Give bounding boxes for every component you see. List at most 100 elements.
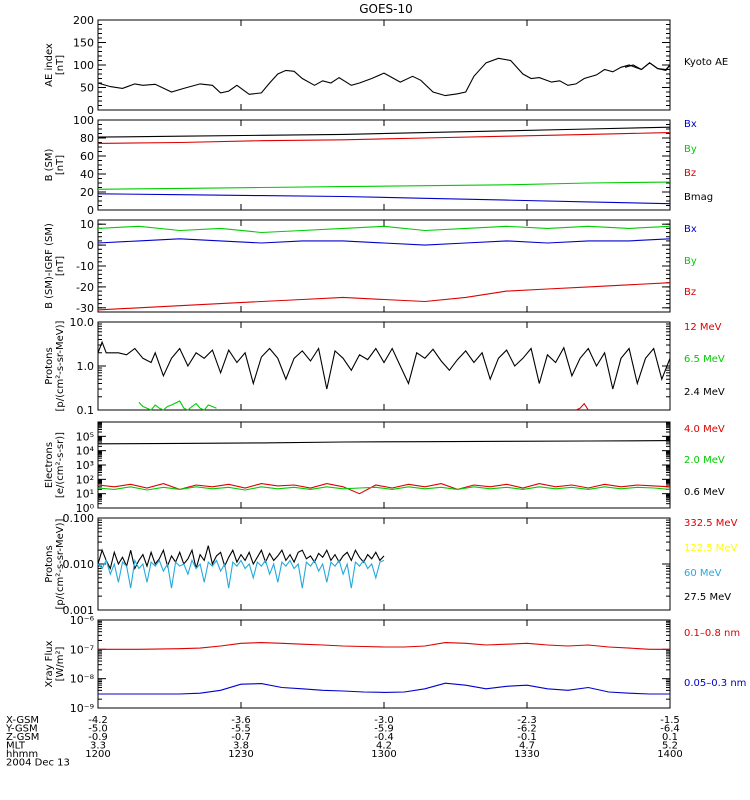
- y-axis-label: [nT]: [55, 155, 66, 175]
- y-tick-label: 1.0: [77, 360, 95, 373]
- y-axis-label: B (SM): [44, 148, 55, 181]
- legend-label: 122.5 MeV: [684, 543, 738, 554]
- y-tick-label: -10: [76, 260, 94, 273]
- y-tick-label: 150: [73, 37, 94, 50]
- series-line-kyoto-ae: [624, 62, 671, 71]
- y-tick-label: 40: [80, 168, 94, 181]
- legend-label: By: [684, 144, 697, 155]
- legend-label: 12 MeV: [684, 322, 722, 333]
- y-tick-label: 10¹: [76, 488, 94, 501]
- panel-frame: [97, 321, 671, 411]
- y-tick-label: 10²: [76, 473, 94, 486]
- x-row-label: hhmm: [6, 749, 38, 760]
- x-row-value: -6.2: [517, 724, 537, 735]
- x-row-value: -0.4: [374, 732, 394, 743]
- x-row-value: 1300: [371, 749, 396, 760]
- series-line-0-6-mev: [97, 440, 671, 445]
- y-axis-label: B (SM)-IGRF (SM): [44, 223, 55, 309]
- x-row-value: 3.8: [233, 741, 249, 752]
- x-row-value: -5.0: [88, 724, 108, 735]
- legend-label: Bx: [684, 224, 697, 235]
- series-line-bmag: [97, 126, 671, 138]
- x-row-value: -0.7: [231, 732, 251, 743]
- x-row-value: -6.4: [660, 724, 680, 735]
- series-line-6-5-mev: [138, 400, 217, 411]
- x-row-label: Z-GSM: [6, 732, 39, 743]
- y-tick-label: 0: [87, 239, 94, 252]
- y-tick-label: 0.010: [63, 558, 95, 571]
- panel-3: -30 -20 -10 0 10 B (SM)-IGRF (SM) [nT] Bx By Bz: [44, 218, 697, 315]
- y-tick-label: 10⁻⁹: [70, 702, 94, 715]
- x-row-value: -2.3: [517, 715, 537, 726]
- panel-frame: [97, 219, 671, 313]
- legend-label: 60 MeV: [684, 568, 722, 579]
- y-tick-label: 10⁵: [76, 430, 94, 443]
- y-tick-label: 10³: [76, 459, 94, 472]
- x-row-value: 4.7: [519, 741, 535, 752]
- y-tick-label: 10⁰: [76, 502, 95, 515]
- panel-frame: [97, 421, 671, 509]
- x-row-value: -0.9: [88, 732, 108, 743]
- date-label: 2004 Dec 13: [6, 758, 70, 769]
- panel-1: 0 50 100 150 200 AE index [nT] Kyoto AE: [44, 14, 728, 117]
- series-line-bz: [97, 132, 671, 144]
- y-tick-label: 100: [73, 59, 94, 72]
- series-line-by: [97, 225, 671, 234]
- x-row-value: -0.1: [517, 732, 537, 743]
- y-tick-label: 10.0: [70, 316, 95, 329]
- y-tick-label: 50: [80, 82, 94, 95]
- series-line-bx: [97, 238, 671, 246]
- legend-label: 2.4 MeV: [684, 387, 725, 398]
- legend-label: Bmag: [684, 192, 713, 203]
- y-axis-label: Xray Flux: [44, 640, 55, 687]
- legend-label: Kyoto AE: [684, 57, 728, 68]
- y-axis-label: [p/(cm²-s-sr-MeV)]: [55, 518, 66, 609]
- y-tick-label: 10⁻⁷: [70, 643, 94, 656]
- legend-label: Bx: [684, 119, 697, 130]
- x-row-value: 5.2: [662, 741, 678, 752]
- legend-label: 0.05–0.3 nm: [684, 678, 746, 689]
- y-axis-label: Protons: [44, 347, 55, 384]
- x-row-value: 4.2: [376, 741, 392, 752]
- series-line-60-mev: [97, 558, 385, 589]
- y-tick-label: 0: [87, 104, 94, 117]
- y-tick-label: 60: [80, 150, 94, 163]
- legend-label: 6.5 MeV: [684, 354, 725, 365]
- y-axis-label: [W/m²]: [55, 646, 66, 681]
- series-line-2-4-mev: [97, 340, 671, 390]
- y-axis-label: [nT]: [55, 55, 66, 75]
- x-row-value: -1.5: [660, 715, 680, 726]
- series-line-bz: [97, 282, 671, 311]
- series-line-0-1-0-8-nm: [98, 642, 670, 650]
- series-line-27-5-mev: [97, 545, 385, 571]
- x-row-value: 1400: [657, 749, 682, 760]
- y-tick-label: 0.1: [77, 404, 95, 417]
- panel-2: 0 20 40 60 80 100 B (SM) [nT] Bx By Bz Bmag: [44, 114, 713, 217]
- y-tick-label: 0.100: [63, 512, 95, 525]
- legend-label: 0.1–0.8 nm: [684, 628, 740, 639]
- x-row-value: -5.5: [231, 724, 251, 735]
- y-tick-label: 20: [80, 186, 94, 199]
- x-row-value: 3.3: [90, 741, 106, 752]
- y-tick-label: 200: [73, 14, 94, 27]
- x-row-value: -3.6: [231, 715, 251, 726]
- series-line-kyoto-ae: [97, 57, 671, 97]
- x-row-value: 1230: [228, 749, 253, 760]
- panel-frame: [97, 19, 671, 111]
- legend-label: 332.5 MeV: [684, 518, 738, 529]
- x-row-label: MLT: [6, 741, 26, 752]
- y-axis-label: Protons: [44, 545, 55, 582]
- legend-label: 2.0 MeV: [684, 455, 725, 466]
- x-row-value: 0.1: [662, 732, 678, 743]
- legend-label: 4.0 MeV: [684, 424, 725, 435]
- y-tick-label: 10⁻⁶: [70, 614, 95, 627]
- legend-label: 27.5 MeV: [684, 592, 731, 603]
- panel-7: 10⁻⁹ 10⁻⁸ 10⁻⁷ 10⁻⁶ Xray Flux [W/m²] 0.1–0.8 n…: [44, 614, 746, 715]
- series-line-4-0-mev: [97, 483, 671, 495]
- y-tick-label: -30: [76, 302, 94, 315]
- x-row-label: Y-GSM: [5, 724, 38, 735]
- y-tick-label: 10⁴: [76, 445, 95, 458]
